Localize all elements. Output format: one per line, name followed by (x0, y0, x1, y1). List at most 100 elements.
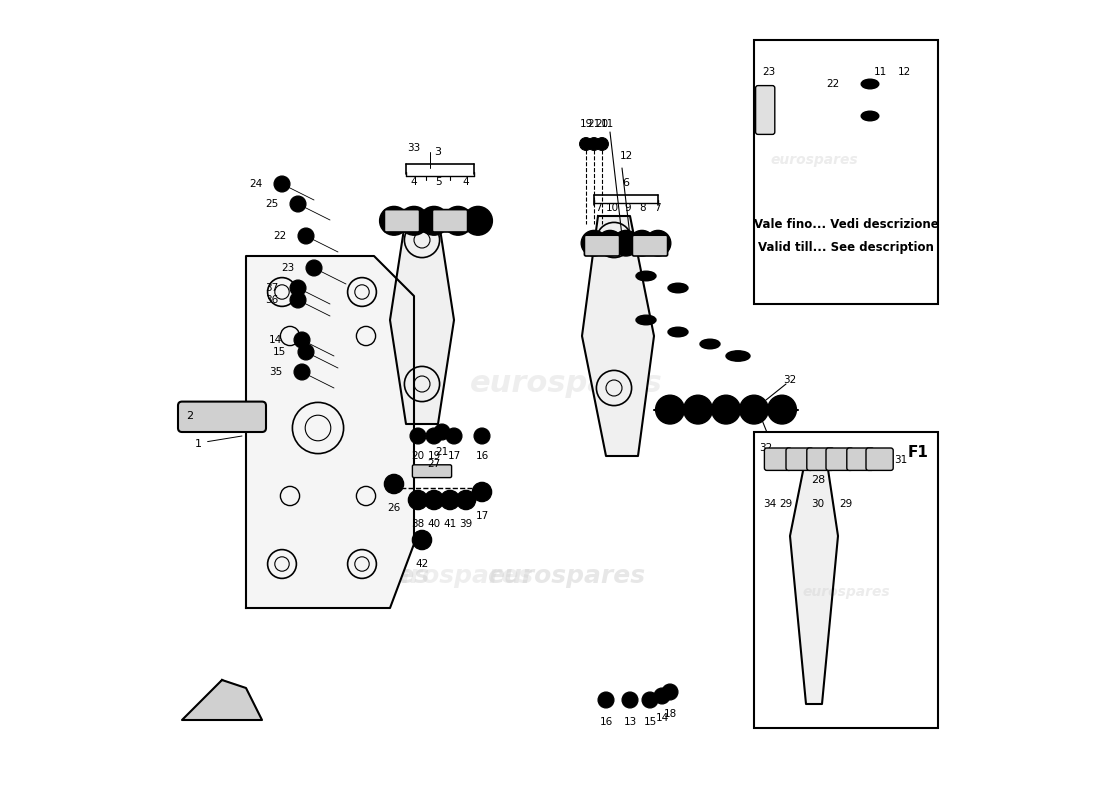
Text: 25: 25 (265, 199, 278, 209)
Text: 17: 17 (475, 511, 488, 521)
Text: 41: 41 (443, 519, 456, 529)
Text: 23: 23 (762, 67, 776, 77)
Text: 14: 14 (656, 714, 669, 723)
Text: 19: 19 (428, 451, 441, 461)
Circle shape (456, 490, 475, 510)
Circle shape (298, 228, 314, 244)
Circle shape (419, 206, 449, 235)
Text: 9: 9 (625, 203, 631, 213)
FancyBboxPatch shape (866, 448, 893, 470)
Circle shape (426, 428, 442, 444)
Text: eurospares: eurospares (271, 564, 429, 588)
Circle shape (595, 138, 608, 150)
Text: 7: 7 (595, 203, 602, 213)
Ellipse shape (726, 350, 750, 361)
FancyBboxPatch shape (806, 448, 834, 470)
Bar (754, 40, 938, 304)
Ellipse shape (668, 327, 688, 337)
Polygon shape (790, 456, 838, 704)
Polygon shape (582, 216, 654, 456)
Text: 10: 10 (606, 203, 619, 213)
Circle shape (290, 280, 306, 296)
Text: eurospares: eurospares (487, 564, 645, 588)
Text: 29: 29 (839, 499, 853, 509)
Text: 29: 29 (780, 499, 793, 509)
Circle shape (412, 530, 431, 550)
Text: F1: F1 (908, 445, 928, 459)
Text: 4: 4 (463, 177, 470, 186)
Text: 15: 15 (273, 347, 286, 357)
Text: 16: 16 (600, 718, 613, 727)
Circle shape (774, 88, 798, 112)
Text: 22: 22 (826, 79, 839, 89)
Circle shape (739, 395, 769, 424)
Text: 24: 24 (249, 179, 262, 189)
Text: 20: 20 (595, 119, 608, 129)
Text: 34: 34 (763, 499, 777, 509)
Circle shape (802, 88, 826, 112)
Circle shape (410, 428, 426, 444)
Circle shape (474, 428, 490, 444)
Circle shape (290, 196, 306, 212)
FancyBboxPatch shape (432, 210, 468, 232)
FancyBboxPatch shape (847, 448, 874, 470)
Text: 17: 17 (448, 451, 461, 461)
Text: 1: 1 (195, 439, 201, 449)
FancyBboxPatch shape (764, 448, 792, 470)
Circle shape (597, 230, 623, 256)
FancyBboxPatch shape (756, 86, 774, 134)
Ellipse shape (861, 79, 879, 89)
Text: 11: 11 (874, 67, 888, 77)
Ellipse shape (861, 111, 879, 121)
Text: 26: 26 (387, 503, 400, 513)
Circle shape (712, 395, 740, 424)
Text: 40: 40 (428, 519, 441, 529)
Circle shape (581, 230, 607, 256)
Polygon shape (182, 680, 262, 720)
Text: 32: 32 (783, 375, 796, 385)
Text: 42: 42 (416, 559, 429, 569)
Circle shape (621, 692, 638, 708)
Text: 39: 39 (460, 519, 473, 529)
Text: 3: 3 (434, 147, 441, 157)
Text: 18: 18 (663, 710, 676, 719)
Text: 6: 6 (623, 178, 629, 188)
Text: 13: 13 (624, 718, 637, 727)
Circle shape (580, 138, 593, 150)
Circle shape (768, 395, 796, 424)
Text: eurospares: eurospares (271, 372, 429, 396)
Text: 14: 14 (268, 335, 282, 345)
Circle shape (379, 206, 408, 235)
Text: 31: 31 (894, 455, 908, 465)
Circle shape (434, 424, 450, 440)
Circle shape (656, 395, 684, 424)
Ellipse shape (636, 315, 656, 325)
Text: eurospares: eurospares (802, 585, 890, 599)
Text: 5: 5 (434, 177, 441, 186)
Circle shape (472, 482, 492, 502)
Circle shape (440, 490, 460, 510)
Circle shape (290, 292, 306, 308)
FancyBboxPatch shape (826, 448, 854, 470)
Circle shape (654, 688, 670, 704)
Circle shape (598, 692, 614, 708)
Circle shape (613, 230, 639, 256)
Circle shape (306, 260, 322, 276)
Text: 37: 37 (265, 283, 278, 293)
FancyBboxPatch shape (412, 465, 452, 478)
Circle shape (298, 344, 314, 360)
Text: eurospares: eurospares (375, 564, 534, 588)
Circle shape (662, 684, 678, 700)
Text: Vale fino... Vedi descrizione: Vale fino... Vedi descrizione (754, 218, 938, 230)
Text: 28: 28 (811, 475, 825, 485)
Circle shape (830, 88, 854, 112)
Text: 23: 23 (280, 263, 294, 273)
Text: 30: 30 (812, 499, 825, 509)
Circle shape (408, 490, 428, 510)
Circle shape (463, 206, 493, 235)
Circle shape (646, 230, 671, 256)
Circle shape (384, 474, 404, 494)
Text: Valid till... See description: Valid till... See description (758, 242, 934, 254)
Text: 21: 21 (436, 447, 449, 457)
Circle shape (587, 138, 601, 150)
